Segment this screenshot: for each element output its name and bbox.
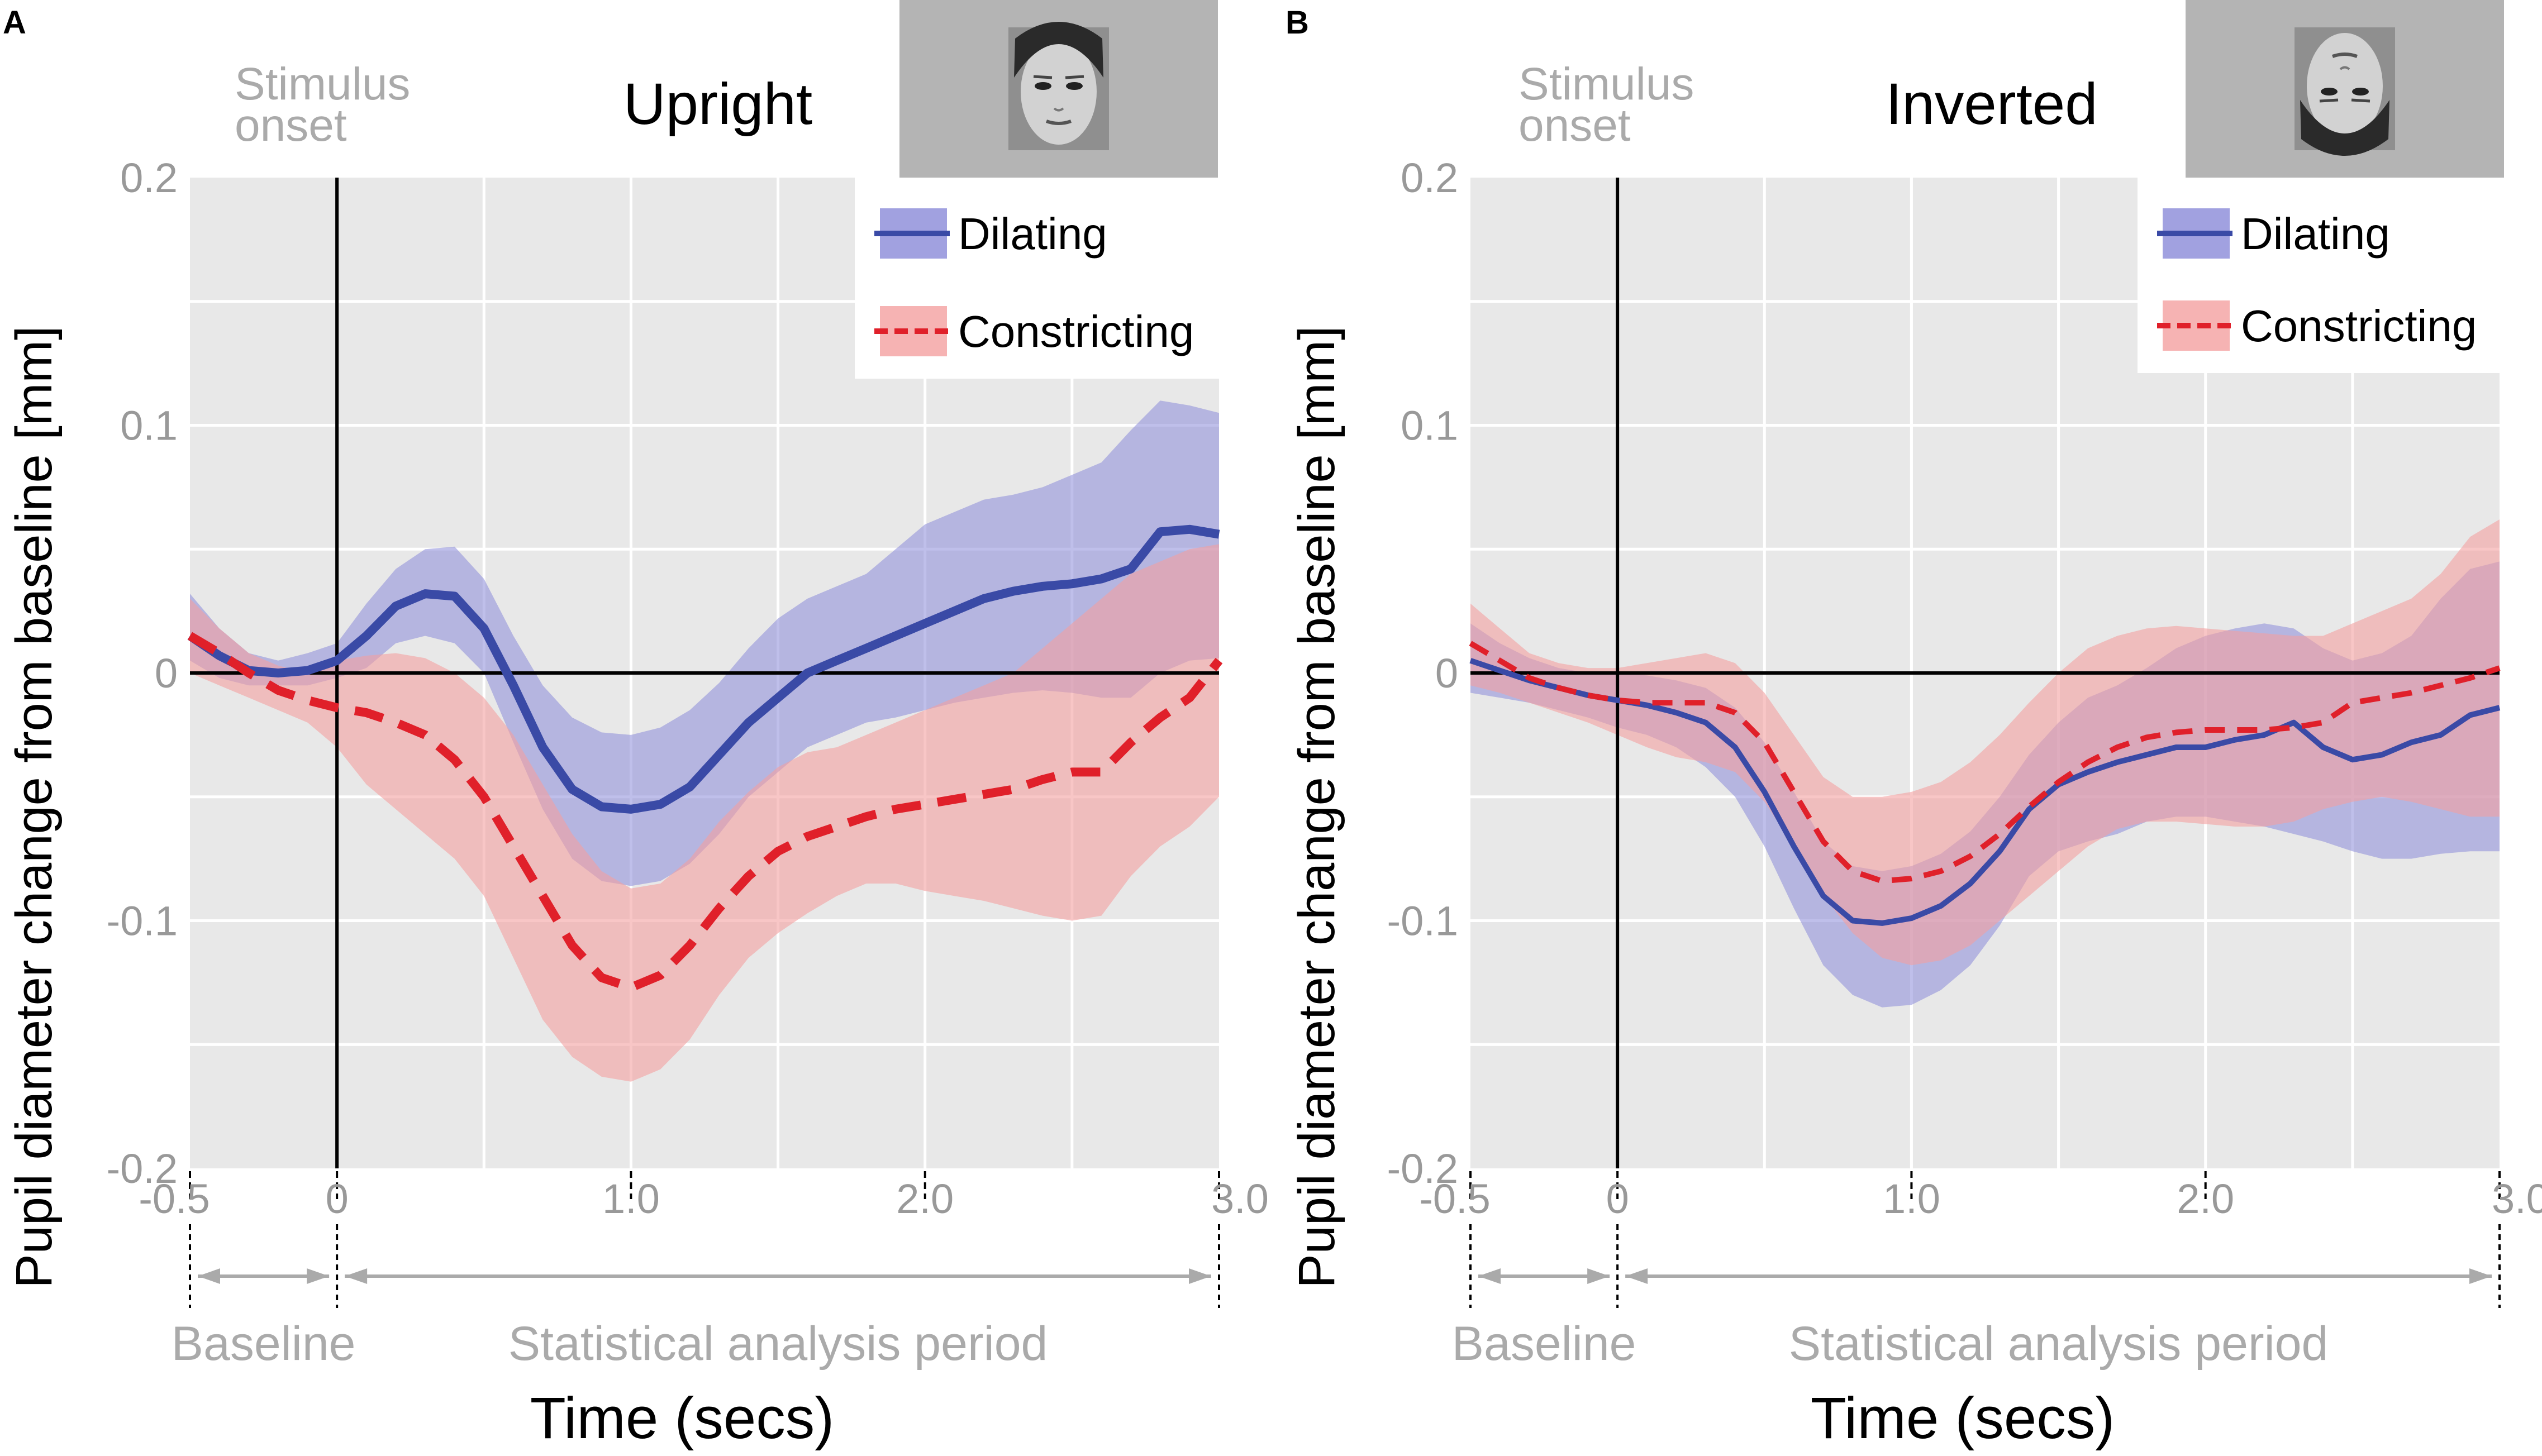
y-axis-label: Pupil diameter change from baseline [mm] [6, 326, 63, 1288]
inverted-face-photo [2300, 33, 2389, 156]
period-arrow-head-left [345, 1268, 368, 1284]
face-brow-right [1065, 75, 1084, 79]
face-brow-right [2319, 98, 2339, 103]
condition-title: Inverted [1886, 71, 2097, 137]
legend-label-dilating: Dilating [958, 209, 1107, 259]
x-tick-label: 3.0 [1211, 1176, 1269, 1222]
face-eye-right [1066, 82, 1083, 90]
onset-label-line1: Stimulus [235, 59, 410, 109]
x-axis-label: Time (secs) [530, 1386, 834, 1451]
legend-label-dilating: Dilating [2241, 209, 2390, 259]
onset-label-line2: onset [235, 100, 347, 151]
period-label: Statistical analysis period [508, 1317, 1048, 1371]
face-oval [2307, 33, 2383, 139]
period-label: Statistical analysis period [1789, 1317, 2329, 1371]
x-tick-label: 3.0 [2492, 1176, 2542, 1222]
face-brow-left [2351, 98, 2370, 103]
y-tick-label: 0 [1435, 650, 1458, 696]
constricting-ci-band [1470, 519, 2500, 966]
x-tick-label: 1.0 [1883, 1176, 1940, 1222]
panel-letter: A [3, 4, 26, 41]
dilating-ci-band [190, 400, 1219, 886]
period-arrow-head-right [1189, 1268, 1211, 1284]
y-tick-label: 0 [155, 650, 178, 696]
y-tick-label: -0.2 [106, 1145, 178, 1192]
x-tick-label: 0 [1606, 1176, 1629, 1222]
period-arrow-head-left [198, 1268, 220, 1284]
onset-label-line1: Stimulus [1518, 59, 1694, 109]
x-tick-label: 2.0 [896, 1176, 954, 1222]
dilating-mean-line [1469, 658, 2501, 926]
face-nose [2339, 66, 2350, 70]
face-mouth [1045, 120, 1072, 125]
constricting-mean-line [187, 632, 1223, 992]
x-tick-label: -0.5 [1419, 1176, 1491, 1222]
period-arrow-head-left [1625, 1268, 1648, 1284]
face-brow-left [1033, 75, 1053, 79]
x-tick-label: 2.0 [2177, 1176, 2234, 1222]
legend-label-constricting: Constricting [2241, 301, 2477, 351]
y-tick-label: 0.1 [120, 403, 178, 449]
x-tick-label: 1.0 [602, 1176, 660, 1222]
x-tick-label: 0 [326, 1176, 349, 1222]
face-hair [1014, 22, 1103, 78]
constricting-ci-band [190, 544, 1219, 1082]
period-arrow-head-right [1587, 1268, 1610, 1284]
panel-b: B 0.2 0.1 0 -0.1 -0.2-0.5 0 1.0 2.0 3.0 Baseline St… [1286, 0, 2542, 1451]
y-axis-label: Pupil diameter change from baseline [mm] [1288, 326, 1345, 1288]
face-eye-left [2352, 88, 2369, 96]
face-mouth [2331, 52, 2358, 58]
y-tick-label: -0.2 [1387, 1145, 1458, 1192]
dilating-mean-line [187, 524, 1220, 814]
panel-a: A 0.2 0.1 0 -0.1 -0.2-0.5 0 1.0 2.0 3.0 Baseline St… [3, 0, 1269, 1451]
face-eye-right [2321, 88, 2338, 96]
y-tick-label: -0.1 [1387, 898, 1458, 944]
y-tick-label: 0.2 [1401, 155, 1458, 201]
legend-label-constricting: Constricting [958, 307, 1194, 356]
face-eye-left [1035, 82, 1051, 90]
x-axis-label: Time (secs) [1811, 1386, 2115, 1451]
face-nose [1053, 107, 1064, 112]
panel-letter: B [1286, 4, 1309, 41]
y-tick-label: 0.2 [120, 155, 178, 201]
constricting-mean-line [1469, 641, 2501, 884]
face-oval [1021, 39, 1097, 145]
condition-title: Upright [623, 71, 812, 137]
y-tick-label: 0.1 [1401, 403, 1458, 449]
upright-face-photo [1014, 22, 1103, 145]
face-hair [2300, 100, 2389, 156]
onset-label-line2: onset [1518, 100, 1631, 151]
period-arrow-head-left [1478, 1268, 1501, 1284]
period-label: Baseline [1452, 1317, 1636, 1371]
y-tick-label: -0.1 [106, 898, 178, 944]
period-arrow-head-right [2469, 1268, 2492, 1284]
period-arrow-head-right [307, 1268, 330, 1284]
x-tick-label: -0.5 [139, 1176, 210, 1222]
period-label: Baseline [172, 1317, 356, 1371]
